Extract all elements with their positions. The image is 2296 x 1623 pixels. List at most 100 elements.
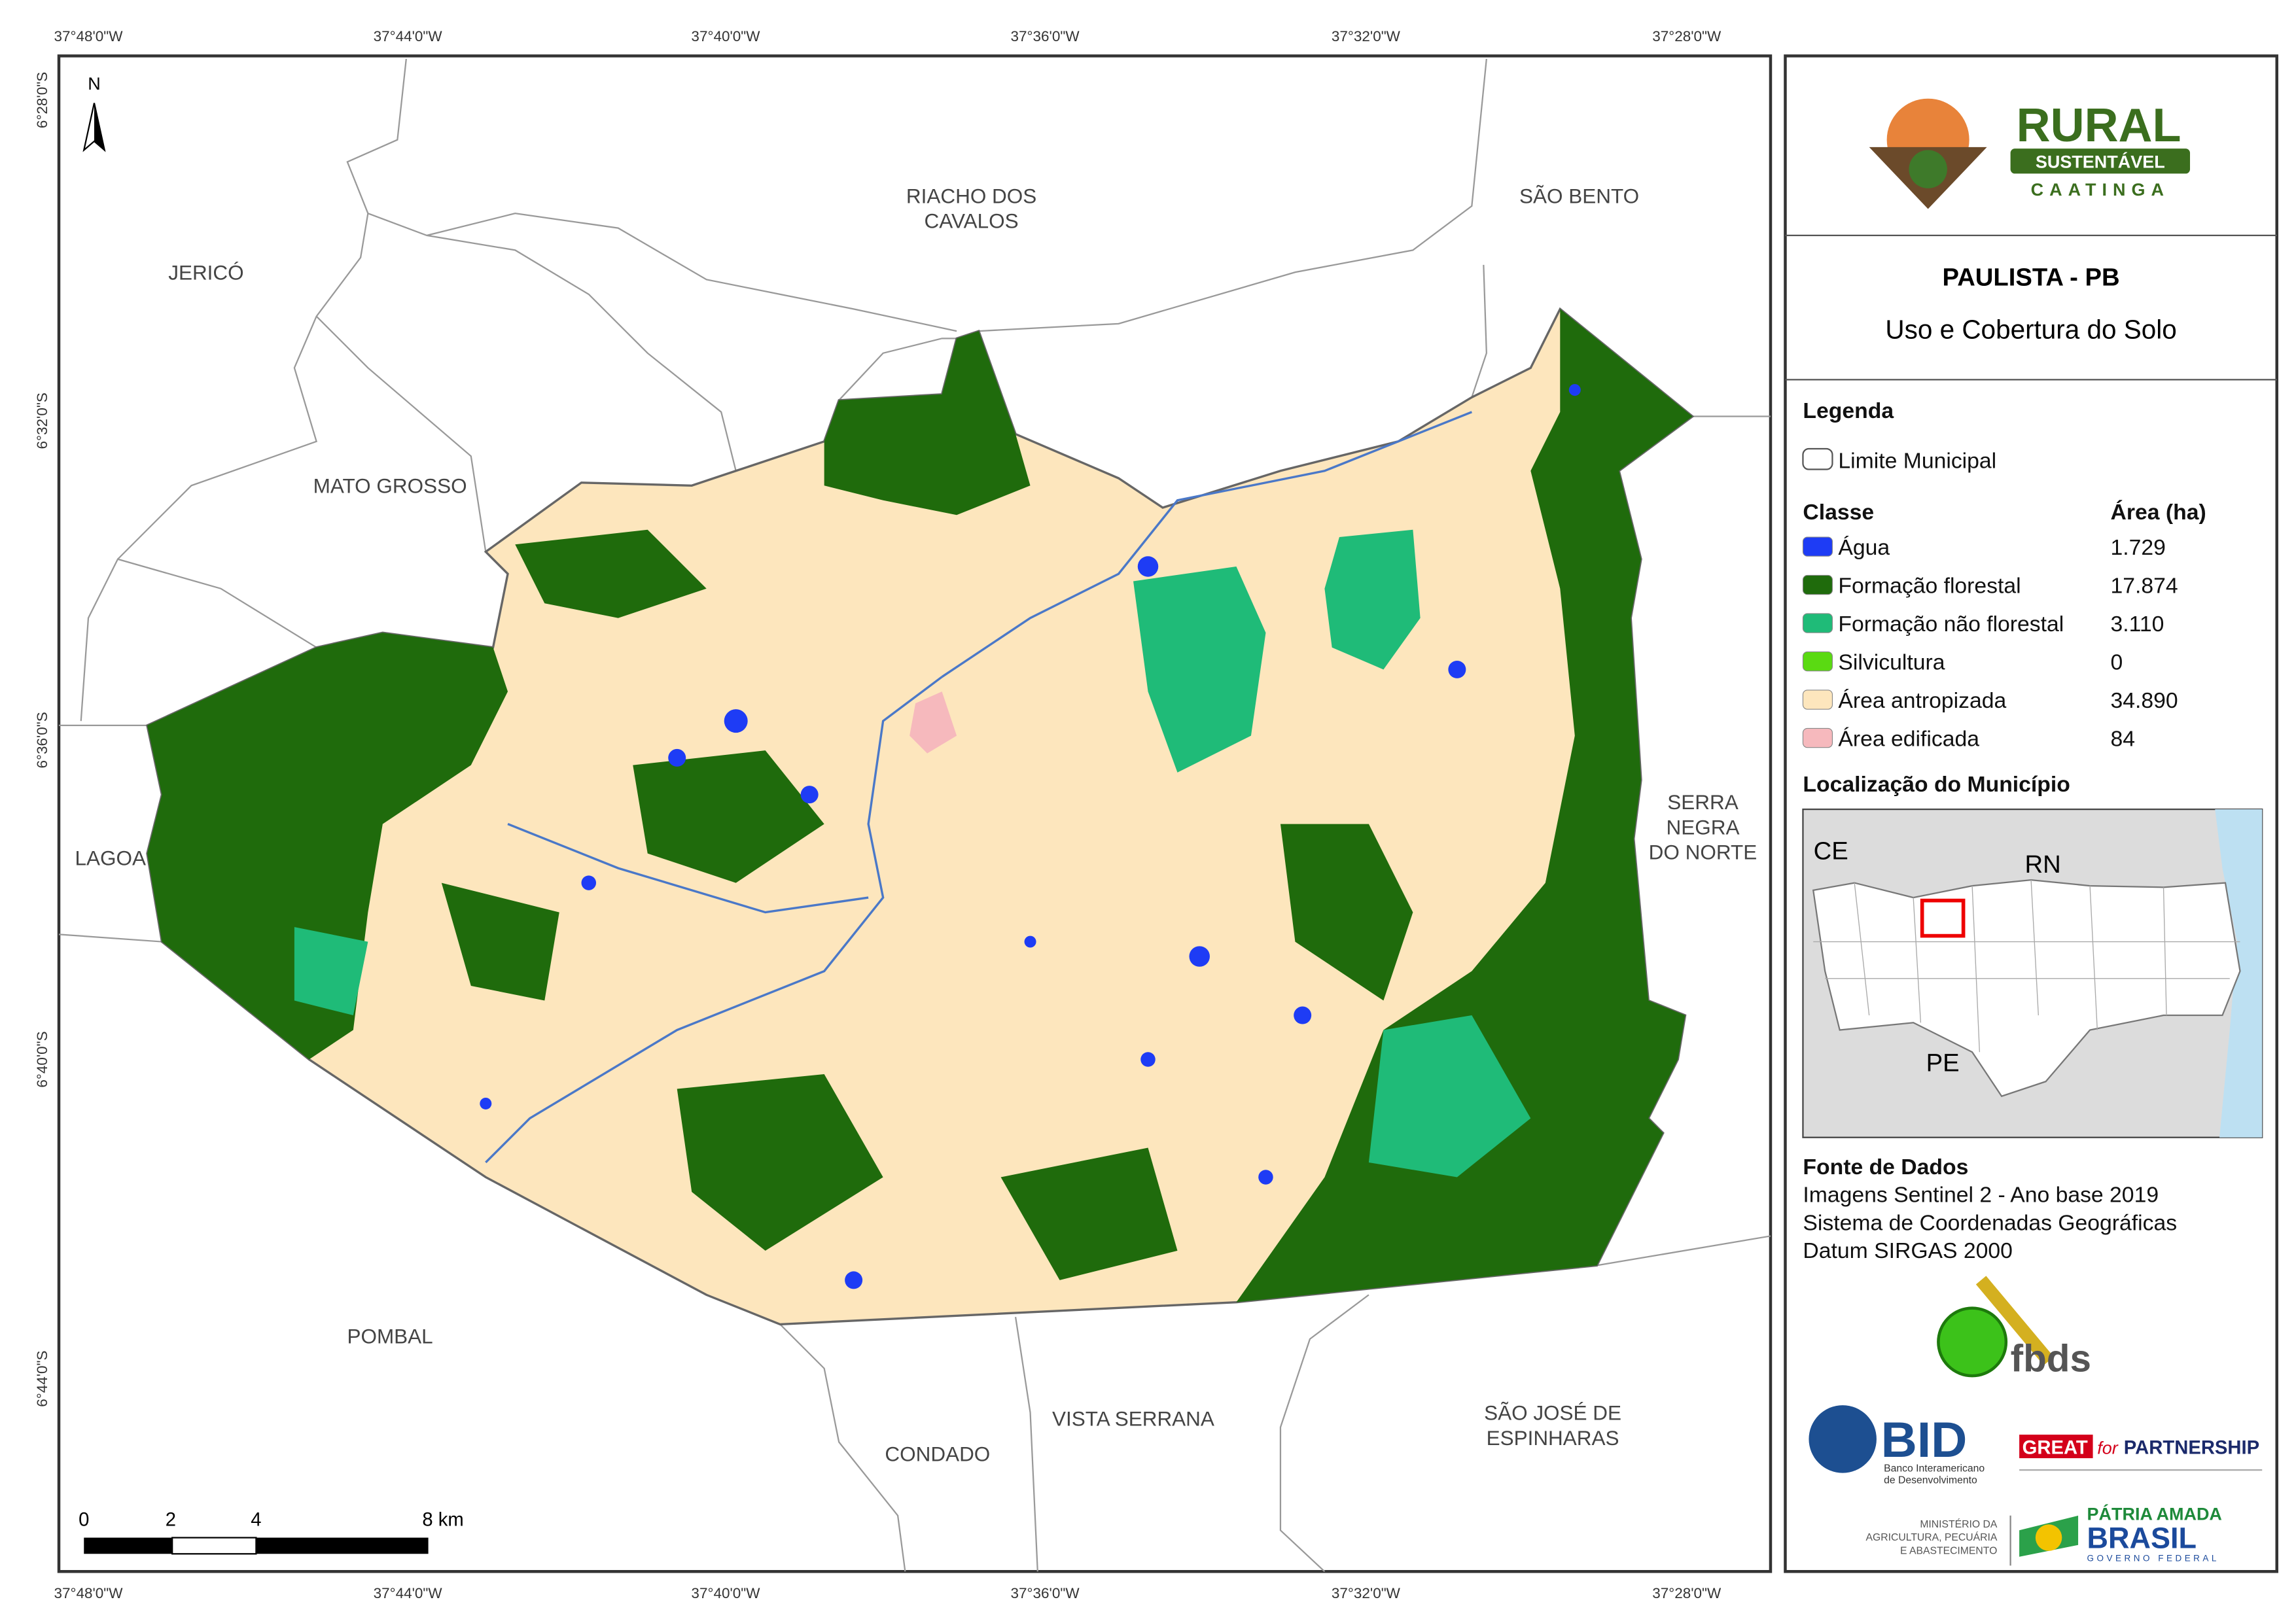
coord-label: 37°44'0"W bbox=[374, 28, 443, 44]
location-heading: Localização do Município bbox=[1803, 772, 2070, 797]
legend-label: Formação não florestal bbox=[1838, 612, 2064, 637]
coord-label: 37°32'0"W bbox=[1332, 28, 1401, 44]
boundary-line bbox=[1279, 1294, 1369, 1573]
scale-label: 0 bbox=[79, 1510, 89, 1531]
source-heading: Fonte de Dados bbox=[1803, 1155, 1968, 1179]
fbds-ball bbox=[1937, 1306, 2008, 1378]
coord-label: 6°40'0"S bbox=[34, 1031, 50, 1087]
bid-name: Banco Interamericano bbox=[1884, 1463, 1985, 1474]
rural-logo: RURAL SUSTENTÁVEL CAATINGA bbox=[1869, 98, 2191, 209]
water-body bbox=[1024, 935, 1036, 948]
water-body bbox=[1137, 556, 1159, 577]
boundary-line bbox=[117, 58, 407, 560]
place-label: MATO GROSSO bbox=[313, 474, 467, 498]
logo-tagline: CAATINGA bbox=[2031, 180, 2170, 200]
boundary-line bbox=[427, 213, 957, 332]
non-forest-patch bbox=[1324, 529, 1421, 670]
boundary-line bbox=[779, 1323, 906, 1572]
place-label: DO NORTE bbox=[1649, 841, 1757, 864]
legend-area: 3.110 bbox=[2111, 612, 2164, 637]
forest-patch bbox=[677, 1074, 883, 1251]
boundary-swatch bbox=[1802, 447, 1833, 470]
boundary-line bbox=[315, 315, 487, 552]
place-label: JERICÓ bbox=[168, 260, 243, 284]
scale-segment bbox=[171, 1537, 257, 1555]
coord-label: 37°40'0"W bbox=[691, 28, 760, 44]
scale-label: 4 bbox=[251, 1510, 261, 1531]
non-forest-patch bbox=[294, 927, 368, 1016]
source-line: Sistema de Coordenadas Geográficas bbox=[1803, 1210, 2177, 1235]
legend-area: 0 bbox=[2111, 650, 2123, 674]
place-label: NEGRA bbox=[1667, 815, 1740, 839]
north-arrow-half bbox=[94, 103, 105, 150]
coord-label: 6°32'0"S bbox=[34, 393, 50, 449]
water-body bbox=[724, 709, 748, 733]
fbds-text: fbds bbox=[2011, 1337, 2091, 1380]
forest-patch bbox=[1280, 824, 1413, 1001]
brasil-gov: GOVERNO FEDERAL bbox=[2087, 1554, 2219, 1563]
place-label: SERRA bbox=[1667, 790, 1738, 814]
forest-patch bbox=[1236, 309, 1693, 1302]
logo-title: RURAL bbox=[2017, 99, 2181, 152]
non-forest-patch bbox=[1368, 1015, 1531, 1178]
legend-swatch bbox=[1802, 574, 1833, 595]
bid-text: BID bbox=[1881, 1412, 1968, 1468]
non-forest-patch bbox=[1133, 566, 1266, 773]
water-body bbox=[1448, 660, 1466, 678]
legend-swatch bbox=[1802, 536, 1833, 557]
boundary-line bbox=[1597, 1235, 1771, 1266]
boundary-line bbox=[838, 338, 957, 401]
forest-patch bbox=[1000, 1147, 1178, 1280]
forest-patches bbox=[147, 309, 1693, 1302]
water-body bbox=[581, 875, 597, 890]
bid-globe bbox=[1809, 1405, 1877, 1473]
map-title: PAULISTA - PB bbox=[1943, 263, 2120, 291]
legend-swatch bbox=[1802, 727, 1833, 748]
scale-label: 2 bbox=[166, 1510, 176, 1531]
area-heading: Área (ha) bbox=[2111, 500, 2206, 525]
coord-label: 6°28'0"S bbox=[34, 72, 50, 128]
coord-label: 37°28'0"W bbox=[1652, 1585, 1722, 1601]
inset-municipalities bbox=[1813, 880, 2240, 1053]
source-line: Imagens Sentinel 2 - Ano base 2019 bbox=[1803, 1183, 2159, 1208]
north-label: N bbox=[88, 74, 101, 94]
inset-grid bbox=[1813, 880, 2240, 1053]
water-body bbox=[845, 1271, 863, 1289]
boundary-line bbox=[1471, 264, 1487, 398]
coord-label: 37°48'0"W bbox=[54, 1585, 123, 1601]
source-line: Datum SIRGAS 2000 bbox=[1803, 1238, 2012, 1263]
coord-label: 37°48'0"W bbox=[54, 28, 123, 44]
legend-area: 1.729 bbox=[2111, 535, 2166, 560]
boundary-line bbox=[978, 58, 1487, 332]
river bbox=[941, 411, 1472, 678]
coord-label: 6°44'0"S bbox=[34, 1350, 50, 1406]
coord-label: 6°36'0"S bbox=[34, 712, 50, 768]
place-label: LAGOA bbox=[75, 846, 146, 870]
forest-patch bbox=[824, 331, 1031, 515]
water-body bbox=[800, 786, 819, 804]
great-text: GREAT bbox=[2022, 1437, 2088, 1458]
coord-label: 37°40'0"W bbox=[691, 1585, 760, 1601]
river bbox=[507, 823, 869, 914]
ministry-name: MINISTÉRIO DA bbox=[1920, 1518, 1998, 1530]
place-label: ESPINHARAS bbox=[1487, 1426, 1619, 1450]
legend-swatch bbox=[1802, 613, 1833, 633]
legend-swatch bbox=[1802, 689, 1833, 710]
logo-subtitle: SUSTENTÁVEL bbox=[2036, 151, 2165, 171]
ministry-name: E ABASTECIMENTO bbox=[1900, 1545, 1997, 1556]
place-label: POMBAL bbox=[347, 1325, 433, 1348]
water-body bbox=[1568, 384, 1581, 396]
fbds-stroke bbox=[1975, 1276, 2054, 1366]
place-label: VISTA SERRANA bbox=[1052, 1407, 1214, 1431]
bid-name: de Desenvolvimento bbox=[1884, 1475, 1977, 1486]
forest-patch bbox=[633, 750, 824, 883]
great-badge bbox=[2019, 1435, 2093, 1459]
coord-label: 37°36'0"W bbox=[1011, 1585, 1080, 1601]
place-label: RIACHO DOS bbox=[906, 184, 1036, 207]
municipal-boundaries bbox=[58, 58, 1771, 1573]
legend-label: Silvicultura bbox=[1838, 650, 1945, 674]
inset-label: PE bbox=[1926, 1049, 1960, 1077]
legend-label: Formação florestal bbox=[1838, 573, 2021, 598]
place-label: CONDADO bbox=[885, 1442, 990, 1466]
